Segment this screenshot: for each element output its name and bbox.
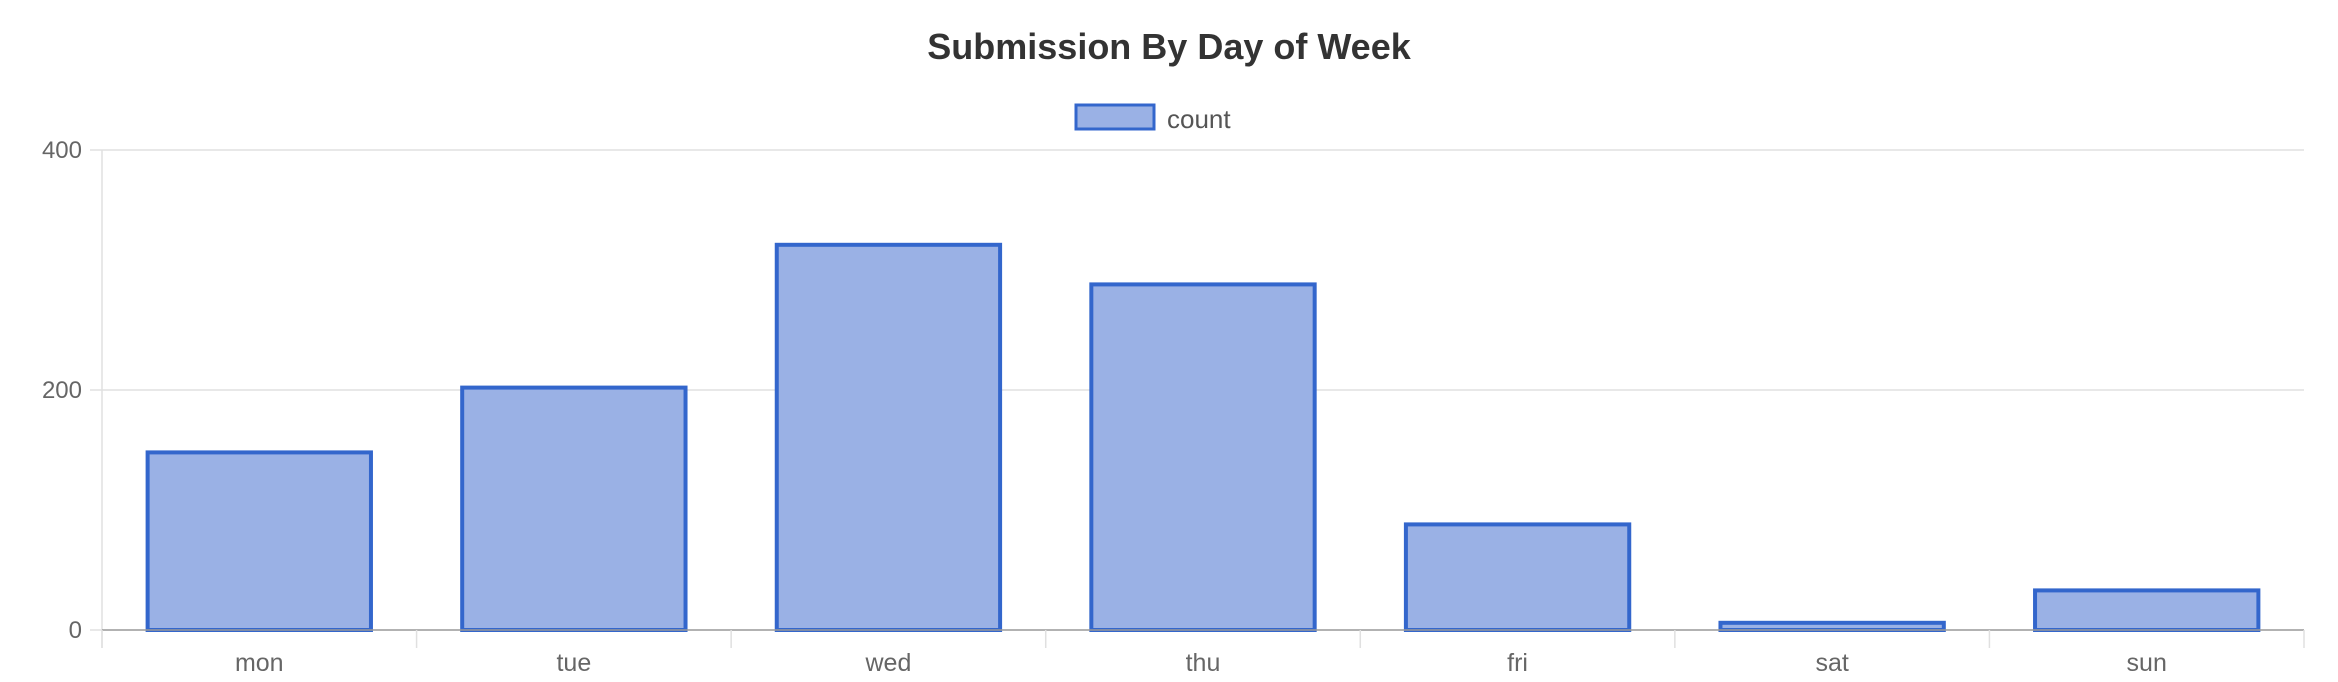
bar-tue[interactable] [460, 385, 688, 632]
bar-wed[interactable] [774, 242, 1003, 633]
bar-sat[interactable] [1718, 620, 1946, 632]
x-tick-label-wed: wed [864, 649, 911, 677]
legend[interactable]: count [1074, 103, 1231, 134]
y-tick-label: 0 [69, 617, 82, 644]
x-axis: mon tue wed thu fri sat sun [101, 629, 2305, 677]
y-tick-label: 200 [42, 377, 82, 404]
bar-sun[interactable] [2033, 588, 2261, 633]
y-tick-label: 400 [42, 137, 82, 164]
x-tick-label-tue: tue [556, 649, 591, 677]
x-tick-label-sun: sun [2127, 649, 2167, 677]
chart-title: Submission By Day of Week [927, 26, 1411, 67]
bar-fri[interactable] [1403, 522, 1632, 633]
x-tick-label-mon: mon [235, 649, 284, 677]
bar-mon[interactable] [145, 450, 373, 632]
bars [145, 242, 2261, 633]
x-tick-label-thu: thu [1186, 649, 1221, 677]
legend-label-count: count [1167, 104, 1231, 134]
y-axis: 0 200 400 [42, 137, 103, 648]
x-tick-label-fri: fri [1507, 649, 1528, 677]
bar-thu[interactable] [1089, 282, 1317, 632]
x-tick-label-sat: sat [1815, 649, 1848, 677]
legend-swatch-count [1074, 103, 1156, 131]
